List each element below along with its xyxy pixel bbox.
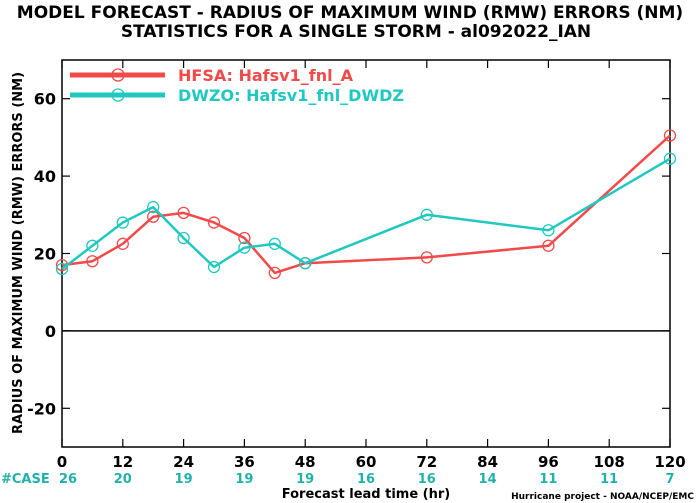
x-axis-ticks: 0 12 24 36 48 60 72 84 96 108 120 [57, 60, 686, 471]
y-axis-label: RADIUS OF MAXIMUM WIND (RMW) ERRORS (NM) [11, 72, 26, 434]
series-0-point [177, 206, 190, 220]
chart-subtitle: STATISTICS FOR A SINGLE STORM - al092022… [121, 22, 591, 42]
case-count: 20 [114, 472, 132, 487]
case-count: 19 [296, 472, 314, 487]
series-0-point [420, 251, 433, 264]
case-count: 11 [539, 472, 557, 487]
y-tick-label: 60 [34, 90, 56, 109]
series-1-point [420, 208, 433, 221]
series-1-point [86, 239, 99, 252]
series-1-point [147, 200, 160, 214]
series-1-point [299, 257, 312, 270]
chart-title: MODEL FORECAST - RADIUS OF MAXIMUM WIND … [17, 3, 683, 23]
series-1-point [268, 237, 281, 250]
x-tick-label: 108 [594, 453, 625, 471]
case-count: 14 [479, 472, 497, 487]
x-tick-label: 12 [112, 453, 133, 471]
y-tick-label: 40 [34, 167, 56, 186]
x-tick-label: 84 [477, 453, 498, 471]
x-tick-label: 36 [234, 453, 255, 471]
legend-label-1: DWZO: Hafsv1_fnl_DWDZ [178, 86, 404, 105]
x-tick-label: 120 [654, 453, 685, 471]
case-count: 7 [665, 472, 674, 487]
x-axis-label: Forecast lead time (hr) [282, 487, 450, 502]
x-tick-label: 60 [356, 453, 377, 471]
case-count: 11 [600, 472, 618, 487]
plot-frame [61, 59, 671, 448]
series-1-point [238, 241, 251, 254]
series-1-point [542, 224, 555, 237]
series-1-point [177, 231, 190, 245]
series-0-point [116, 237, 129, 250]
x-tick-label: 0 [57, 453, 67, 471]
y-tick-label: 0 [45, 322, 56, 341]
series-1-point [116, 216, 129, 229]
series-0-point [663, 129, 677, 142]
case-label: #CASE [1, 472, 50, 487]
case-count-row: #CASE 26 20 19 19 19 16 16 14 11 11 7 [1, 472, 675, 487]
x-tick-label: 72 [416, 453, 437, 471]
series-0-point [147, 210, 160, 223]
legend-label-0: HFSA: Hafsv1_fnl_A [178, 66, 354, 85]
series-1-line [61, 157, 671, 270]
y-axis-ticks: -20 0 20 40 60 [27, 90, 670, 418]
x-tick-label: 24 [173, 453, 194, 471]
series-layer [55, 129, 677, 280]
series-0-point [268, 266, 281, 280]
series-0-point [238, 231, 251, 245]
credit-text: Hurricane project - NOAA/NCEP/EMC [511, 492, 694, 502]
series-0-point [86, 255, 99, 268]
series-0-point [207, 216, 221, 229]
case-count: 16 [357, 472, 375, 487]
series-1-point [55, 262, 69, 276]
series-1-point [207, 260, 221, 274]
case-count: 19 [175, 472, 193, 487]
series-0-point [542, 239, 555, 252]
case-count: 19 [235, 472, 253, 487]
legend-marker-0 [111, 68, 125, 82]
case-count: 26 [59, 472, 77, 487]
legend-marker-1 [111, 88, 125, 102]
series-0-line [61, 134, 671, 275]
y-tick-label: 20 [34, 245, 56, 264]
x-tick-label: 48 [295, 453, 316, 471]
series-1-point [663, 152, 677, 165]
x-tick-label: 96 [538, 453, 559, 471]
y-tick-label: -20 [27, 399, 56, 418]
case-count: 16 [418, 472, 436, 487]
